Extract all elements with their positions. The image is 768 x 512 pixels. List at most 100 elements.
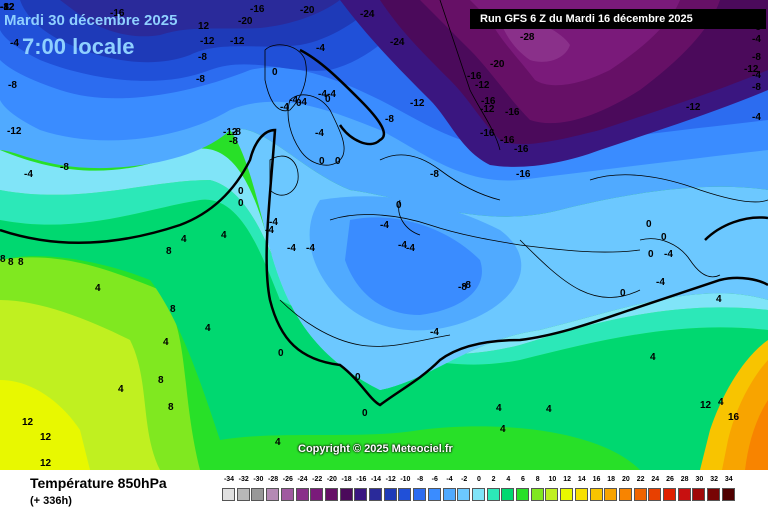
map-value-label: -4: [287, 243, 296, 254]
map-value-label: -4: [664, 249, 673, 260]
map-value-label: 0: [648, 249, 654, 260]
legend-swatch: [530, 488, 544, 501]
map-value-label: -4: [265, 225, 274, 236]
legend-swatch: [222, 488, 235, 501]
legend-value: -12: [385, 476, 396, 483]
legend-value: 22: [636, 476, 645, 483]
legend-value: -8: [416, 476, 424, 483]
legend-swatch: [457, 488, 471, 501]
legend-value: 12: [563, 476, 571, 483]
map-value-label: -24: [360, 9, 375, 20]
map-value-label: -12: [0, 2, 15, 13]
map-value-label: -4: [298, 97, 307, 108]
map-value-label: -8: [752, 82, 761, 93]
map-value-label: -4: [306, 243, 315, 254]
legend-swatch: [692, 488, 706, 501]
legend-swatch: [280, 488, 294, 501]
map-value-label: 8: [168, 402, 174, 413]
legend-value: 20: [621, 476, 630, 483]
map-value-label: -4: [656, 277, 665, 288]
map-value-label: -4: [318, 89, 327, 100]
map-value-label: 4: [716, 294, 722, 305]
map-value-label: 0: [362, 408, 368, 419]
map-value-label: -4: [280, 102, 289, 113]
map-value-label: 12: [22, 417, 34, 428]
legend-swatch: [471, 488, 485, 501]
legend-swatch: [721, 488, 735, 501]
legend-value: 8: [535, 476, 540, 483]
forecast-date: Mardi 30 décembre 2025: [4, 12, 178, 29]
legend-value: -18: [341, 476, 352, 483]
legend-value: 24: [651, 476, 660, 483]
map-value-label: 12: [700, 400, 712, 411]
map-value-label: 8: [158, 375, 164, 386]
footer: Température 850hPa (+ 336h) -34 -32 -30 -28…: [0, 470, 768, 512]
legend-value: 16: [592, 476, 601, 483]
map-value-label: -16: [110, 8, 125, 19]
map-value-label: 4: [718, 397, 724, 408]
map-value-label: -4: [752, 70, 761, 81]
legend-value: -24: [297, 476, 308, 483]
map-value-label: -4: [430, 327, 439, 338]
legend-swatch: [707, 488, 721, 501]
legend-value: 26: [666, 476, 674, 483]
legend-swatch: [251, 488, 265, 501]
legend-swatch: [574, 488, 588, 501]
map-value-label: -12: [480, 104, 495, 115]
map-value-label: -8: [8, 80, 17, 91]
map-value-label: 0: [661, 232, 667, 243]
legend-value: -2: [461, 476, 468, 483]
map-value-label: -8: [198, 52, 207, 63]
map-value-label: -16: [500, 135, 515, 146]
legend-swatch: [633, 488, 647, 501]
legend-swatch: [618, 488, 632, 501]
legend-swatch: [442, 488, 456, 501]
map-value-label: -8: [60, 162, 69, 173]
legend-swatch: [383, 488, 397, 501]
map-value-label: -8: [458, 282, 467, 293]
map-value-label: 4: [181, 234, 187, 245]
map-value-label: 12: [40, 458, 52, 469]
map-value-label: -4: [269, 217, 278, 228]
map-value-label: 0: [620, 288, 626, 299]
map-value-label: 4: [496, 403, 502, 414]
map-value-label: -4: [24, 169, 33, 180]
legend-swatch: [648, 488, 662, 501]
map-value-label: -4: [380, 220, 389, 231]
map-value-label: 0: [396, 200, 402, 211]
map-value-label: 4: [205, 323, 211, 334]
map-value-label: -20: [238, 16, 253, 27]
map-value-label: -28: [520, 32, 535, 43]
legend-value: -30: [253, 476, 264, 483]
legend-swatch: [310, 488, 324, 501]
map-value-label: -16: [467, 71, 482, 82]
map-value-label: -12: [0, 2, 15, 13]
legend-swatch: [413, 488, 427, 501]
legend-value: 34: [724, 476, 733, 483]
map-value-label: -8: [430, 169, 439, 180]
map-value-label: -4: [752, 112, 761, 123]
legend-value: -26: [282, 476, 293, 483]
legend-value: 28: [680, 476, 689, 483]
legend-value: -32: [238, 476, 249, 483]
map-value-label: -16: [516, 169, 531, 180]
legend-swatch: [427, 488, 441, 501]
map-value-label: 16: [728, 412, 740, 423]
legend-value: 4: [506, 476, 511, 483]
legend-swatch: [486, 488, 500, 501]
map-value-label: -16: [250, 4, 265, 15]
legend-swatch: [677, 488, 691, 501]
map-value-label: -12: [200, 36, 215, 47]
map-value-label: 0: [278, 348, 284, 359]
map-value-label: 4: [275, 437, 281, 448]
map-value-label: 8: [8, 257, 14, 268]
map-value-label: 0: [325, 94, 331, 105]
map-value-label: 12: [198, 21, 210, 32]
legend-value: -4: [446, 476, 453, 483]
map-value-label: 12: [40, 432, 52, 443]
map-value-label: 0: [335, 156, 341, 167]
legend-value: 18: [607, 476, 616, 483]
legend-value: -22: [312, 476, 323, 483]
map-value-label: -8: [385, 114, 394, 125]
map-value-label: 4: [118, 384, 124, 395]
